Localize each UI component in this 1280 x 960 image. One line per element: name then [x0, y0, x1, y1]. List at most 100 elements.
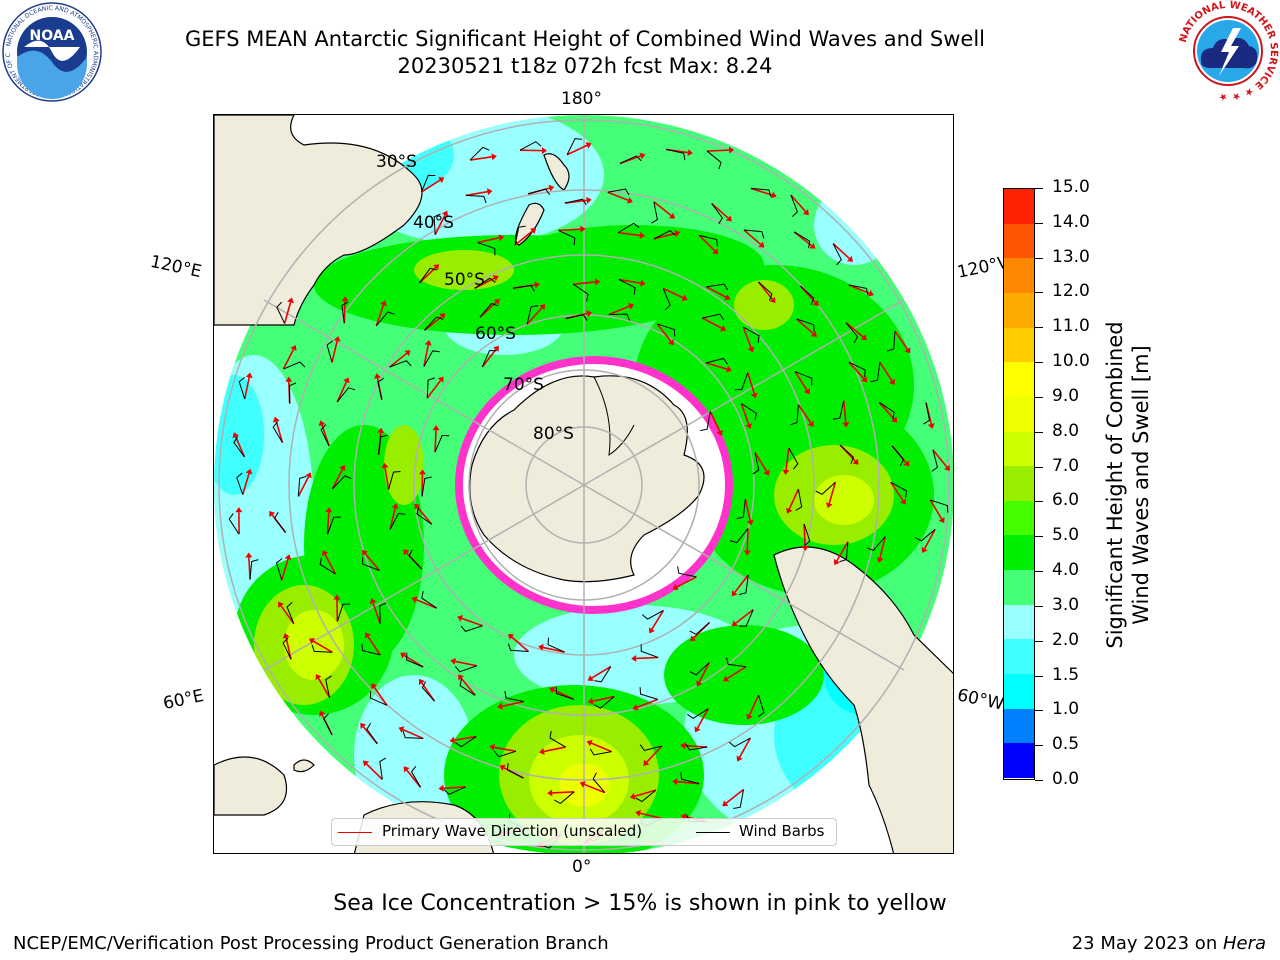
polar-map[interactable] [213, 114, 954, 854]
wave-arrow-head [867, 290, 874, 297]
colorbar-tick [1035, 501, 1043, 503]
wave-arrow-head [743, 550, 751, 556]
wave-arrow-head [318, 420, 326, 427]
wind-barb [839, 444, 855, 464]
wave-arrow-head [432, 425, 440, 431]
wave-arrow-head [319, 710, 326, 717]
wave-arrow [894, 330, 909, 350]
wave-arrow-head [726, 365, 732, 373]
wave-arrow [879, 536, 886, 559]
wave-arrow [832, 243, 850, 260]
wind-barb [796, 318, 815, 332]
wind-barb [687, 708, 709, 720]
colorbar-tick [1035, 605, 1043, 607]
colorbar-tick-label: 0.0 [1052, 769, 1080, 789]
wind-barb [319, 557, 336, 575]
wave-arrow-head [269, 510, 276, 518]
wind-barb [741, 403, 757, 421]
wind-barb [323, 713, 333, 736]
wind-barb [362, 557, 380, 571]
wave-arrow-head [640, 279, 646, 287]
wind-barb [421, 591, 437, 609]
wave-arrow-head [672, 583, 679, 591]
legend-label-wind-barbs: Wind Barbs [739, 822, 825, 840]
wind-barb [297, 475, 307, 497]
wave-arrow-head [391, 503, 399, 509]
colorbar-band [1004, 258, 1034, 293]
wave-arrow [558, 228, 581, 232]
wave-arrow-head [825, 502, 833, 509]
wave-arrow [698, 234, 716, 252]
wave-arrow-head [672, 778, 678, 786]
wave-arrow-head [903, 460, 910, 467]
colorbar-title: Significant Height of Combined Wind Wave… [1103, 321, 1153, 649]
wave-arrow [418, 267, 437, 284]
wave-arrow-head [548, 184, 555, 192]
wave-arrow [592, 695, 615, 702]
wave-arrow [734, 574, 749, 593]
wave-arrow-head [414, 503, 421, 510]
wave-arrow [785, 448, 790, 471]
wave-arrow [707, 149, 730, 152]
footer-producer: NCEP/EMC/Verification Post Processing Pr… [13, 933, 609, 954]
wave-arrow-head [369, 598, 377, 605]
colorbar-tick-label: 1.5 [1052, 664, 1080, 685]
lat-label-70s: 70°S [503, 375, 544, 395]
wave-arrow-head [809, 242, 816, 249]
wave-arrow-head [315, 673, 322, 681]
wave-arrow-head [690, 635, 697, 642]
wave-arrow [676, 576, 697, 588]
antarctica [455, 356, 733, 614]
wave-arrow-head [498, 234, 505, 242]
colorbar-tick [1035, 292, 1043, 294]
wave-arrow-head [712, 248, 719, 255]
wave-arrow [618, 278, 641, 284]
wave-arrow [460, 677, 476, 696]
wave-arrow-head [489, 743, 495, 751]
wave-arrow-head [643, 759, 650, 766]
wave-arrow-head [458, 674, 464, 681]
wave-arrow [584, 783, 606, 794]
wave-arrow-head [876, 557, 884, 563]
wind-barb [479, 302, 499, 318]
noaa-logo: NATIONAL OCEANIC AND ATMOSPHERIC ADMINIS… [2, 2, 102, 102]
colorbar-tick [1035, 396, 1043, 398]
wave-arrow-head [380, 300, 387, 307]
wave-arrow-head [632, 704, 639, 711]
wave-arrow-head [424, 340, 432, 346]
wind-barb [726, 657, 747, 668]
wind-barb [564, 198, 587, 206]
colorbar-tick-label: 0.5 [1052, 734, 1080, 755]
wind-barb [286, 601, 295, 624]
wave-arrow-head [381, 462, 389, 469]
wave-arrow [634, 789, 657, 798]
colorbar-tick [1035, 780, 1043, 781]
wind-barb [651, 201, 658, 224]
wave-arrow [566, 144, 588, 156]
colorbar-band [1004, 674, 1034, 709]
wave-arrow [364, 553, 381, 572]
wave-arrow [384, 467, 390, 490]
wind-barb [815, 481, 836, 495]
wave-arrow [646, 745, 663, 763]
wind-barb [549, 730, 566, 748]
wave-arrow-head [418, 469, 426, 475]
wave-arrow-head [404, 350, 411, 357]
wind-barb [750, 187, 772, 197]
lon-label-120e: 120°E [148, 251, 204, 283]
wind-barb [236, 472, 244, 495]
wave-arrow-head [938, 517, 945, 524]
wave-arrow-head [696, 680, 703, 687]
wave-arrow-head [579, 781, 586, 788]
wind-barb [410, 765, 422, 788]
wave-arrow [389, 352, 408, 368]
colorbar-tick-label: 14.0 [1052, 211, 1090, 232]
wind-barb [657, 323, 676, 337]
wind-barb [459, 678, 476, 696]
wind-barb [914, 528, 936, 542]
wind-barb [589, 748, 612, 756]
wave-arrow-head [508, 633, 515, 640]
colorbar-tick-label: 8.0 [1052, 420, 1080, 441]
wave-arrow-head [457, 615, 464, 622]
wind-barb [733, 789, 745, 810]
